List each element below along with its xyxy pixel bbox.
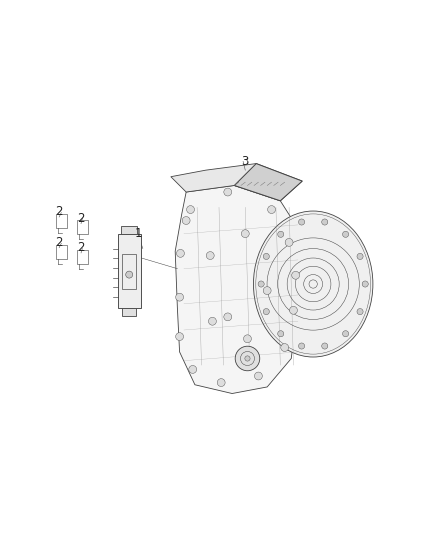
Circle shape xyxy=(263,309,269,314)
Polygon shape xyxy=(122,308,136,316)
Circle shape xyxy=(268,206,276,214)
Circle shape xyxy=(343,330,349,337)
Circle shape xyxy=(263,287,271,295)
Polygon shape xyxy=(171,164,302,201)
Bar xyxy=(77,250,88,264)
Polygon shape xyxy=(118,233,141,308)
Circle shape xyxy=(299,219,305,225)
Circle shape xyxy=(357,253,363,260)
Polygon shape xyxy=(234,164,302,201)
Ellipse shape xyxy=(254,211,373,357)
Text: 2: 2 xyxy=(55,236,63,249)
Circle shape xyxy=(217,378,225,386)
Polygon shape xyxy=(175,185,302,393)
Circle shape xyxy=(290,306,297,314)
Circle shape xyxy=(299,343,305,349)
Circle shape xyxy=(254,372,262,380)
Circle shape xyxy=(245,356,250,361)
Circle shape xyxy=(343,231,349,237)
Circle shape xyxy=(244,335,251,343)
Circle shape xyxy=(258,281,264,287)
Circle shape xyxy=(187,206,194,214)
Text: 2: 2 xyxy=(55,205,63,218)
Circle shape xyxy=(126,271,133,278)
Bar xyxy=(122,254,137,289)
Text: 2: 2 xyxy=(77,212,85,225)
Circle shape xyxy=(357,309,363,314)
Circle shape xyxy=(176,293,184,301)
Circle shape xyxy=(206,252,214,260)
Circle shape xyxy=(362,281,368,287)
Circle shape xyxy=(182,216,190,224)
Circle shape xyxy=(281,344,289,351)
Circle shape xyxy=(263,253,269,260)
Circle shape xyxy=(285,238,293,246)
Circle shape xyxy=(224,313,232,321)
Polygon shape xyxy=(121,226,137,233)
Circle shape xyxy=(208,317,216,325)
Circle shape xyxy=(292,271,300,279)
Text: 2: 2 xyxy=(77,241,85,254)
Text: 3: 3 xyxy=(242,155,249,168)
Circle shape xyxy=(224,188,232,196)
Bar xyxy=(56,245,67,259)
Circle shape xyxy=(321,343,328,349)
Bar xyxy=(77,220,88,234)
Circle shape xyxy=(278,330,284,337)
Circle shape xyxy=(241,230,249,238)
Circle shape xyxy=(176,333,184,341)
Circle shape xyxy=(235,346,260,371)
Circle shape xyxy=(321,219,328,225)
Circle shape xyxy=(278,231,284,237)
Bar xyxy=(56,214,67,228)
Circle shape xyxy=(177,249,184,257)
Text: 1: 1 xyxy=(134,227,142,240)
Circle shape xyxy=(189,366,197,374)
